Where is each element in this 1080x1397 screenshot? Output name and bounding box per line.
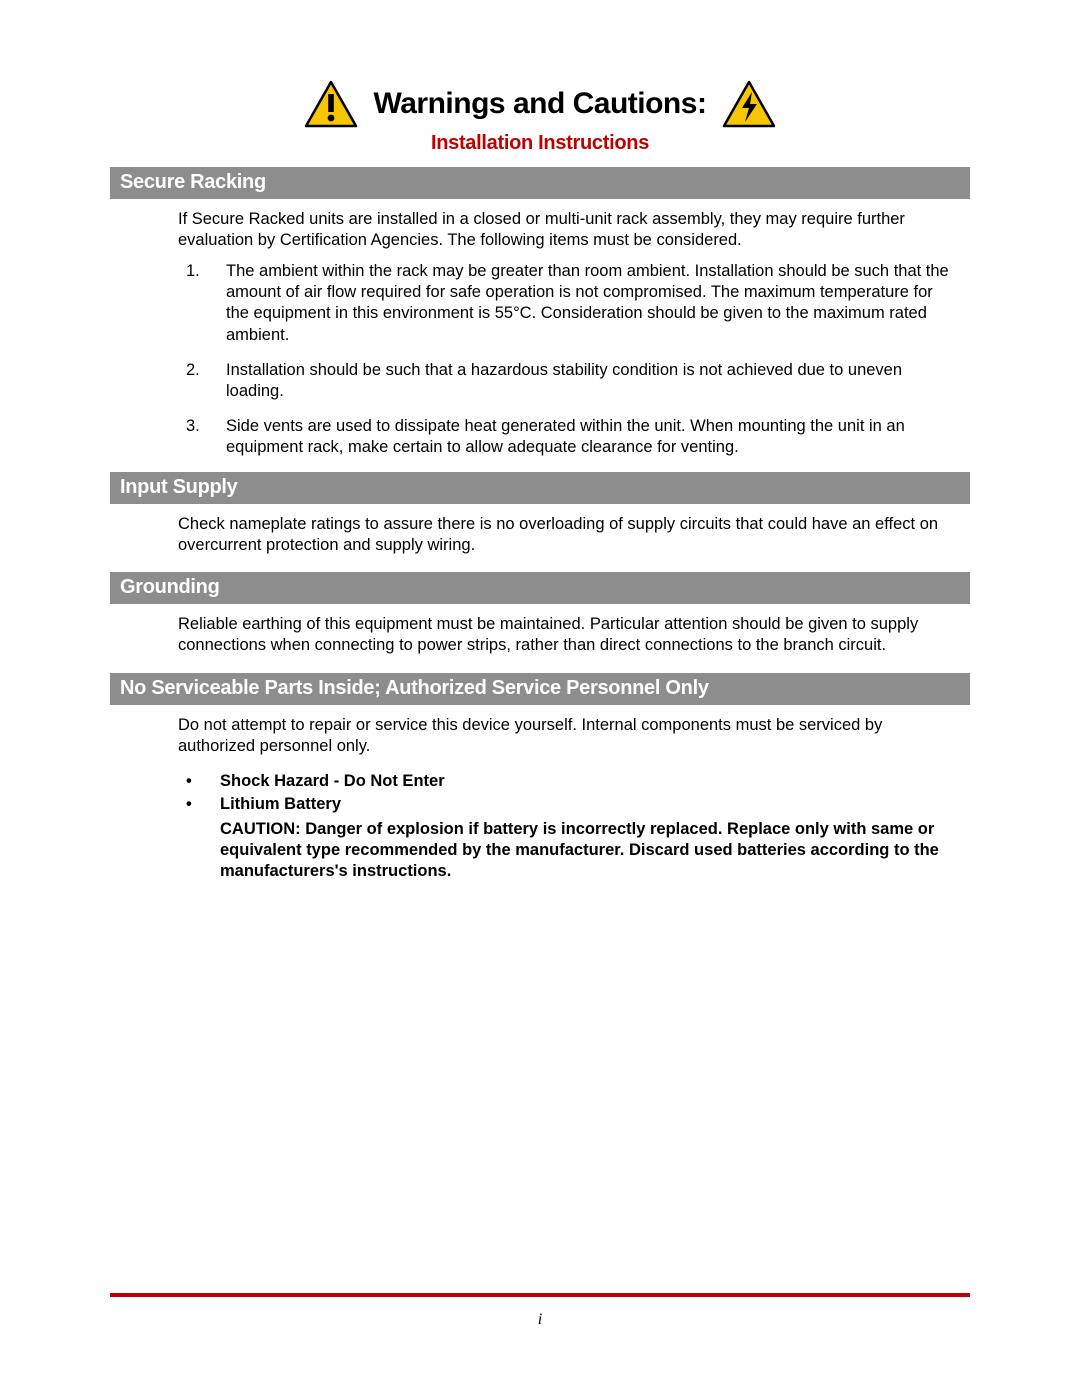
list-item-text: The ambient within the rack may be great… <box>226 261 950 345</box>
secure-racking-intro: If Secure Racked units are installed in … <box>110 199 970 257</box>
secure-racking-list: 1. The ambient within the rack may be gr… <box>110 257 970 458</box>
list-item-text: Side vents are used to dissipate heat ge… <box>226 416 950 458</box>
page-subtitle: Installation Instructions <box>110 132 970 155</box>
list-item: 1. The ambient within the rack may be gr… <box>178 261 950 345</box>
warning-voltage-icon <box>722 80 776 128</box>
input-supply-body: Check nameplate ratings to assure there … <box>110 504 970 562</box>
list-item: 3. Side vents are used to dissipate heat… <box>178 416 950 458</box>
section-heading-input-supply: Input Supply <box>110 472 970 504</box>
bullet-icon: • <box>178 771 220 792</box>
list-item: • Shock Hazard - Do Not Enter <box>178 771 950 792</box>
list-item-text: Lithium Battery <box>220 794 341 815</box>
list-item: • Lithium Battery <box>178 794 950 815</box>
footer-divider <box>110 1293 970 1297</box>
no-serviceable-body: Do not attempt to repair or service this… <box>110 705 970 763</box>
section-heading-no-serviceable: No Serviceable Parts Inside; Authorized … <box>110 673 970 705</box>
list-item-text: Installation should be such that a hazar… <box>226 360 950 402</box>
page-title: Warnings and Cautions: <box>374 87 707 121</box>
list-number: 3. <box>178 416 226 458</box>
list-number: 2. <box>178 360 226 402</box>
no-serviceable-bullets: • Shock Hazard - Do Not Enter • Lithium … <box>110 763 970 815</box>
section-heading-grounding: Grounding <box>110 572 970 604</box>
header-row: Warnings and Cautions: <box>110 80 970 128</box>
section-heading-secure-racking: Secure Racking <box>110 167 970 199</box>
list-item-text: Shock Hazard - Do Not Enter <box>220 771 445 792</box>
document-page: Warnings and Cautions: Installation Inst… <box>0 0 1080 922</box>
grounding-body: Reliable earthing of this equipment must… <box>110 604 970 662</box>
caution-text: CAUTION: Danger of explosion if battery … <box>110 817 970 882</box>
list-number: 1. <box>178 261 226 345</box>
page-number: i <box>0 1311 1080 1329</box>
page-header: Warnings and Cautions: Installation Inst… <box>110 80 970 155</box>
list-item: 2. Installation should be such that a ha… <box>178 360 950 402</box>
bullet-icon: • <box>178 794 220 815</box>
warning-exclamation-icon <box>304 80 358 128</box>
